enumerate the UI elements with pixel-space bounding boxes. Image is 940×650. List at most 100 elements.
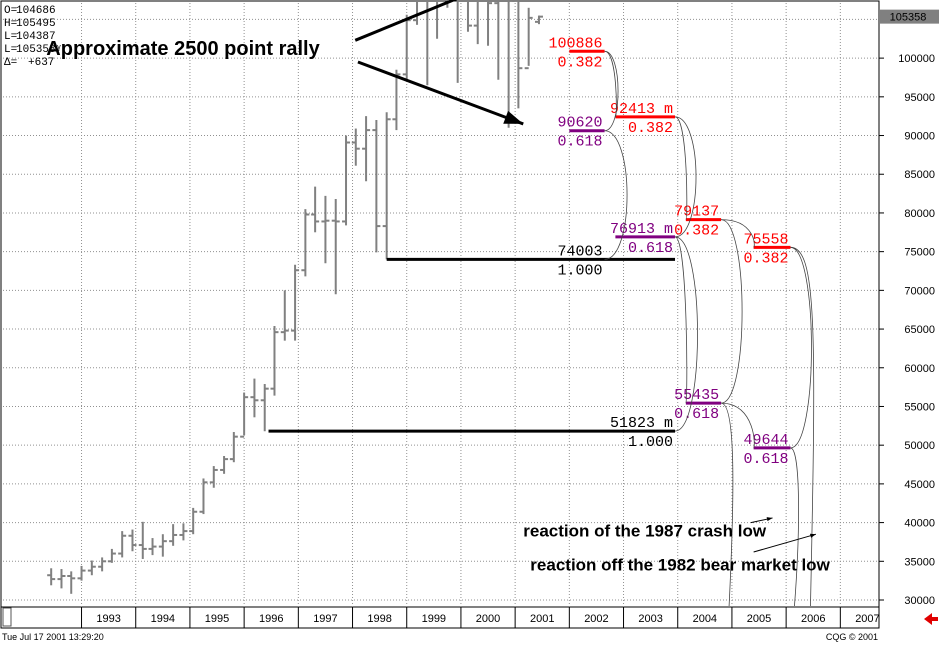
fib-level: 55435 0.618 (674, 387, 722, 423)
y-tick-label: 90000 (904, 131, 935, 143)
ohlc-bar (382, 112, 391, 260)
x-tick-label: 1995 (205, 613, 229, 625)
fib-arc (604, 50, 619, 132)
fib-level-ratio: 0.382 (558, 54, 603, 71)
ohlc-bar (362, 116, 371, 182)
y-tick-label: 35000 (904, 556, 935, 568)
fib-level-ratio: 1.000 (558, 262, 603, 279)
fib-level-value: 74003 (558, 243, 603, 260)
ohlc-bar (402, 14, 411, 80)
fib-level-ratio: 0.618 (674, 406, 719, 423)
fib-level: 79137 0.382 (674, 204, 722, 240)
ohlc-bar (189, 507, 198, 535)
fib-level-value: 90620 (558, 115, 603, 132)
y-tick-label: 85000 (904, 169, 935, 181)
bear-market-annotation: reaction off the 1982 bear market low (530, 556, 830, 575)
ohlc-value: 105358ᵞ (16, 44, 62, 56)
fib-level-value: 49644 (743, 432, 788, 449)
ohlc-readout: O=104686 H=105495 L=104387 L=105358ᵞ Δ= +… (4, 5, 62, 69)
y-tick-label: 75000 (904, 247, 935, 259)
x-tick-label: 2000 (476, 613, 500, 625)
y-tick-label: 30000 (904, 595, 935, 607)
ohlc-bar (77, 565, 86, 581)
fib-level-ratio: 0.382 (674, 223, 719, 240)
fib-level-ratio: 0.618 (743, 451, 788, 468)
y-tick-label: 45000 (904, 479, 935, 491)
ohlc-label: L= (4, 44, 17, 56)
trend-lines (268, 257, 676, 433)
ohlc-bar (260, 384, 269, 432)
ohlc-bar (118, 531, 127, 558)
x-tick-label: 2004 (693, 613, 717, 625)
ohlc-label: Δ= (4, 57, 17, 69)
ohlc-bar (87, 560, 96, 576)
scroll-right-arrow-icon[interactable] (924, 613, 938, 625)
ohlc-bar (148, 538, 157, 556)
ohlc-label: H= (4, 18, 17, 30)
ohlc-bar (158, 534, 167, 557)
y-tick-label: 60000 (904, 363, 935, 375)
x-tick-label: 1993 (96, 613, 120, 625)
fib-levels: 100886 0.382 90620 0.618 74003 1.000 92413 m 0.… (549, 35, 791, 468)
scroll-handle[interactable] (2, 607, 12, 627)
ohlc-bar (494, 0, 500, 80)
ohlc-bar (280, 290, 289, 341)
fib-level-value: 51823 m (610, 415, 673, 432)
ohlc-bar (351, 128, 360, 166)
y-tick-label: 100000 (898, 53, 935, 65)
ohlc-bar (514, 0, 523, 109)
current-price-tag: 105358 (879, 9, 939, 24)
ohlc-bar (107, 548, 116, 563)
ohlc-bar (291, 264, 300, 341)
fib-level-value: 75558 (743, 231, 788, 248)
fib-arc (720, 402, 734, 607)
fib-level: 74003 1.000 (558, 243, 603, 279)
ohlc-bar (98, 557, 107, 572)
fib-level: 51823 m 1.000 (610, 415, 673, 451)
ohlc-bar (534, 15, 543, 25)
ohlc-bar (331, 199, 340, 295)
ohlc-bar (47, 568, 56, 586)
fib-level-value: 92413 m (610, 101, 673, 118)
ohlc-bar (301, 209, 310, 277)
x-tick-label: 2005 (747, 613, 771, 625)
annotations: Approximate 2500 point rally reaction of… (46, 38, 830, 575)
x-tick-label: 2001 (530, 613, 554, 625)
x-tick-label: 1996 (259, 613, 283, 625)
time-axis: 1993 1994 1995 1996 1997 1998 1999 2000 2001 2002… (81, 607, 880, 628)
fib-level-value: 100886 (549, 35, 603, 52)
arrow-line (357, 60, 524, 126)
ohlc-bar (436, 0, 439, 39)
ohlc-bar (466, 0, 472, 32)
ohlc-value: 104387 (16, 31, 56, 43)
fib-arcs (604, 50, 815, 607)
ohlc-bar (372, 120, 381, 253)
ohlc-bar (57, 569, 66, 589)
fib-level-value: 55435 (674, 387, 719, 404)
ohlc-value: 104686 (16, 5, 56, 17)
x-tick-label: 2003 (638, 613, 662, 625)
fib-level: 100886 0.382 (549, 35, 605, 71)
x-tick-label: 1997 (313, 613, 337, 625)
fib-arc (790, 246, 812, 449)
ohlc-bar (240, 392, 249, 438)
fib-level-ratio: 0.618 (558, 134, 603, 151)
fib-arc (721, 402, 755, 449)
ohlc-bar (250, 378, 259, 418)
ohlc-bar (426, 0, 429, 86)
ohlc-bar (456, 0, 459, 83)
ohlc-bar (169, 524, 178, 546)
y-tick-label: 95000 (904, 92, 935, 104)
y-tick-label: 40000 (904, 518, 935, 530)
fib-arc (790, 447, 799, 607)
ohlc-bar (128, 529, 137, 552)
arrow-head-icon (766, 517, 773, 522)
ohlc-bar (507, 0, 513, 128)
x-tick-label: 1999 (422, 613, 446, 625)
fib-level: 49644 0.618 (743, 432, 791, 468)
ohlc-bar (311, 186, 320, 233)
fib-level-ratio: 0.618 (628, 240, 673, 257)
ohlc-value: 105495 (16, 18, 56, 30)
x-tick-label: 2007 (855, 613, 879, 625)
